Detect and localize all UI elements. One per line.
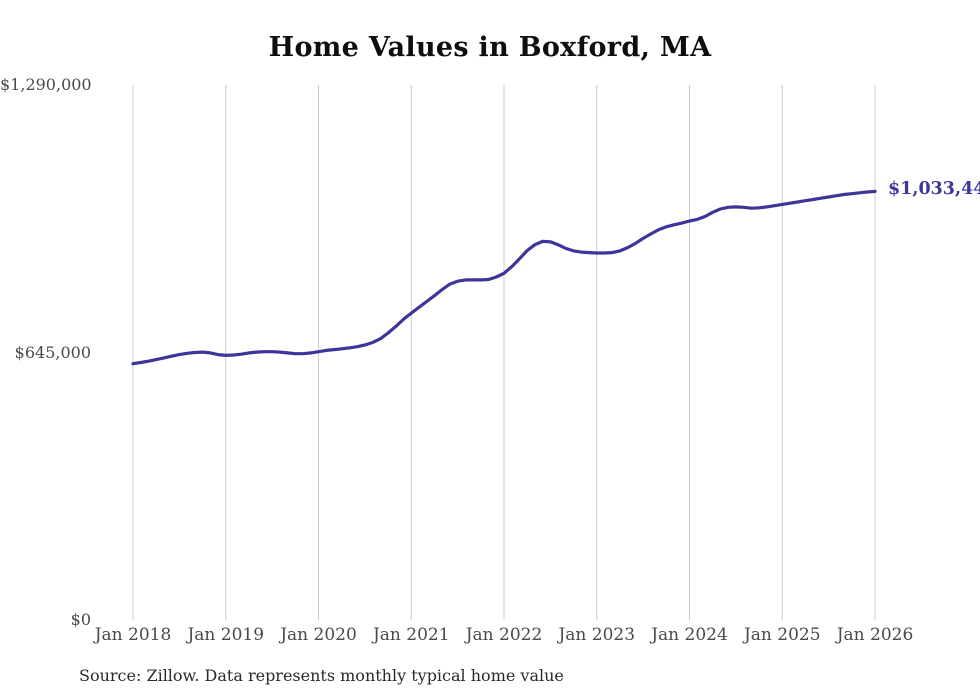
x-tick-label: Jan 2025 (743, 625, 821, 645)
x-tick-label: Jan 2024 (651, 625, 728, 645)
x-tick-label: Jan 2023 (558, 625, 636, 645)
x-tick-label: Jan 2019 (187, 625, 265, 645)
current-value-label: $1,033,440 (888, 179, 980, 200)
x-tick-label: Jan 2022 (465, 625, 543, 645)
x-tick-label: Jan 2026 (836, 625, 914, 645)
x-tick-label: Jan 2018 (94, 625, 172, 645)
y-tick-label: $1,290,000 (0, 75, 92, 94)
source-note: Source: Zillow. Data represents monthly … (79, 666, 564, 685)
y-tick-label: $645,000 (14, 342, 91, 362)
x-tick-label: Jan 2020 (280, 625, 357, 645)
chart-title: Home Values in Boxford, MA (268, 32, 712, 63)
home-value-line (131, 189, 877, 366)
y-tick-label: $0 (70, 610, 91, 629)
x-tick-label: Jan 2021 (372, 625, 450, 645)
